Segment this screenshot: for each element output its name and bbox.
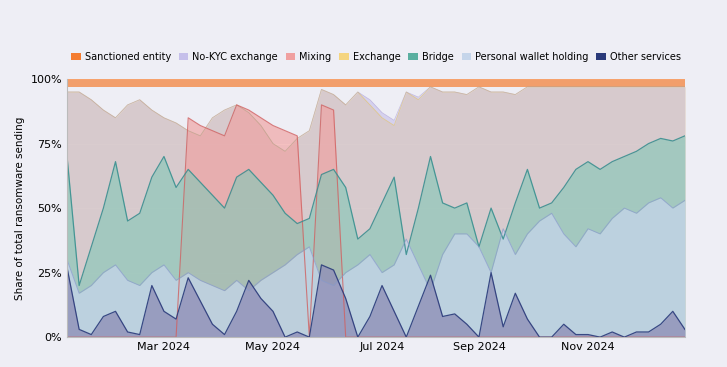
Y-axis label: Share of total ransomware sending: Share of total ransomware sending	[15, 116, 25, 300]
Legend: Sanctioned entity, No-KYC exchange, Mixing, Exchange, Bridge, Personal wallet ho: Sanctioned entity, No-KYC exchange, Mixi…	[67, 48, 685, 66]
